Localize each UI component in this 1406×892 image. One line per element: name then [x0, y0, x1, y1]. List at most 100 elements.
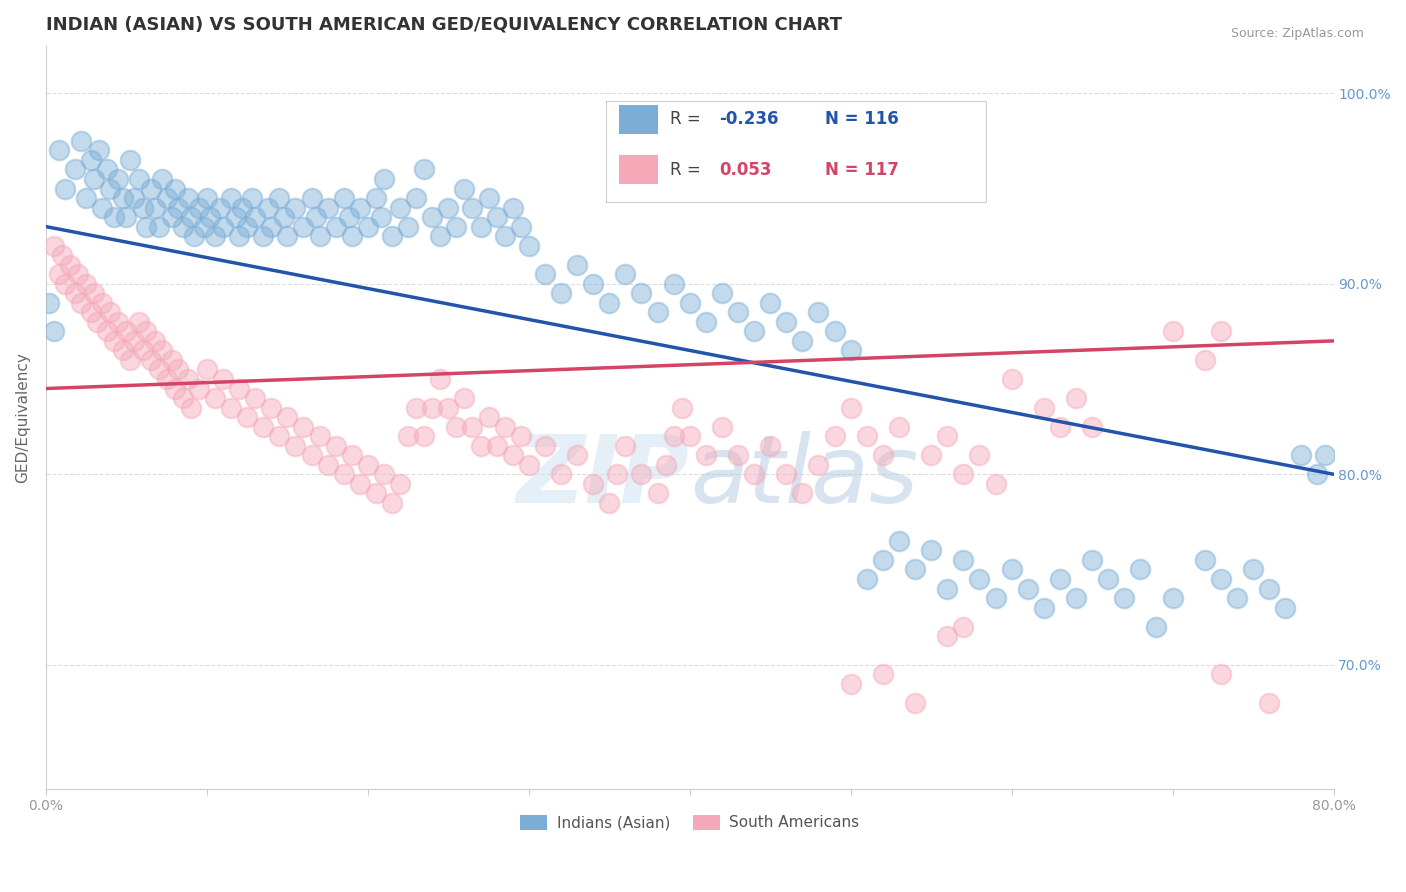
- Point: [195, 362, 218, 376]
- Point: [301, 191, 323, 205]
- Text: N = 117: N = 117: [825, 161, 898, 178]
- Point: [163, 382, 186, 396]
- Point: [373, 467, 395, 482]
- Point: [180, 210, 202, 224]
- Point: [212, 372, 235, 386]
- Point: [91, 201, 114, 215]
- Point: [1097, 572, 1119, 586]
- Point: [176, 372, 198, 386]
- Point: [70, 295, 93, 310]
- Point: [1161, 325, 1184, 339]
- Point: [83, 172, 105, 186]
- Point: [630, 286, 652, 301]
- Point: [204, 391, 226, 405]
- Point: [904, 696, 927, 710]
- Point: [775, 315, 797, 329]
- Point: [969, 448, 991, 462]
- Point: [107, 172, 129, 186]
- Point: [1306, 467, 1329, 482]
- Point: [647, 486, 669, 500]
- Point: [662, 429, 685, 443]
- Point: [124, 191, 146, 205]
- Point: [148, 219, 170, 234]
- Point: [316, 458, 339, 472]
- Point: [727, 305, 749, 319]
- Point: [1209, 325, 1232, 339]
- Point: [139, 181, 162, 195]
- Point: [389, 476, 412, 491]
- Point: [759, 295, 782, 310]
- Point: [839, 401, 862, 415]
- Point: [148, 362, 170, 376]
- Point: [598, 295, 620, 310]
- FancyBboxPatch shape: [619, 155, 658, 184]
- Point: [260, 219, 283, 234]
- Point: [695, 315, 717, 329]
- Point: [887, 533, 910, 548]
- Point: [98, 181, 121, 195]
- Point: [671, 401, 693, 415]
- Legend: Indians (Asian), South Americans: Indians (Asian), South Americans: [513, 808, 866, 837]
- Point: [135, 325, 157, 339]
- Point: [83, 286, 105, 301]
- Point: [195, 191, 218, 205]
- Point: [53, 181, 76, 195]
- Point: [582, 476, 605, 491]
- Point: [284, 439, 307, 453]
- Point: [824, 429, 846, 443]
- Point: [38, 295, 60, 310]
- Point: [75, 191, 97, 205]
- Point: [115, 325, 138, 339]
- Point: [316, 201, 339, 215]
- Point: [446, 219, 468, 234]
- Point: [662, 277, 685, 291]
- Point: [420, 210, 443, 224]
- Point: [872, 448, 894, 462]
- Point: [509, 219, 531, 234]
- Point: [167, 201, 190, 215]
- Text: R =: R =: [671, 111, 706, 128]
- Point: [305, 210, 328, 224]
- Point: [855, 429, 877, 443]
- Point: [139, 353, 162, 368]
- Point: [236, 410, 259, 425]
- Point: [792, 486, 814, 500]
- Point: [118, 153, 141, 167]
- Y-axis label: GED/Equivalency: GED/Equivalency: [15, 351, 30, 483]
- Point: [245, 210, 267, 224]
- Point: [461, 419, 484, 434]
- Point: [1194, 353, 1216, 368]
- Point: [42, 238, 65, 252]
- Point: [598, 496, 620, 510]
- Point: [276, 410, 298, 425]
- Point: [429, 229, 451, 244]
- Point: [461, 201, 484, 215]
- Point: [1274, 600, 1296, 615]
- Point: [128, 172, 150, 186]
- Point: [332, 191, 354, 205]
- Point: [228, 382, 250, 396]
- Point: [53, 277, 76, 291]
- Point: [193, 219, 215, 234]
- Point: [839, 677, 862, 691]
- Point: [855, 572, 877, 586]
- Point: [887, 419, 910, 434]
- Point: [292, 219, 315, 234]
- Text: 0.053: 0.053: [720, 161, 772, 178]
- Point: [63, 286, 86, 301]
- Point: [228, 229, 250, 244]
- Point: [614, 439, 637, 453]
- Point: [364, 191, 387, 205]
- Point: [145, 201, 167, 215]
- Point: [212, 219, 235, 234]
- Point: [429, 372, 451, 386]
- Point: [340, 448, 363, 462]
- Point: [920, 543, 942, 558]
- Point: [437, 401, 460, 415]
- Point: [167, 362, 190, 376]
- Point: [1049, 572, 1071, 586]
- Point: [42, 325, 65, 339]
- Point: [118, 353, 141, 368]
- Point: [1161, 591, 1184, 605]
- Point: [936, 629, 959, 643]
